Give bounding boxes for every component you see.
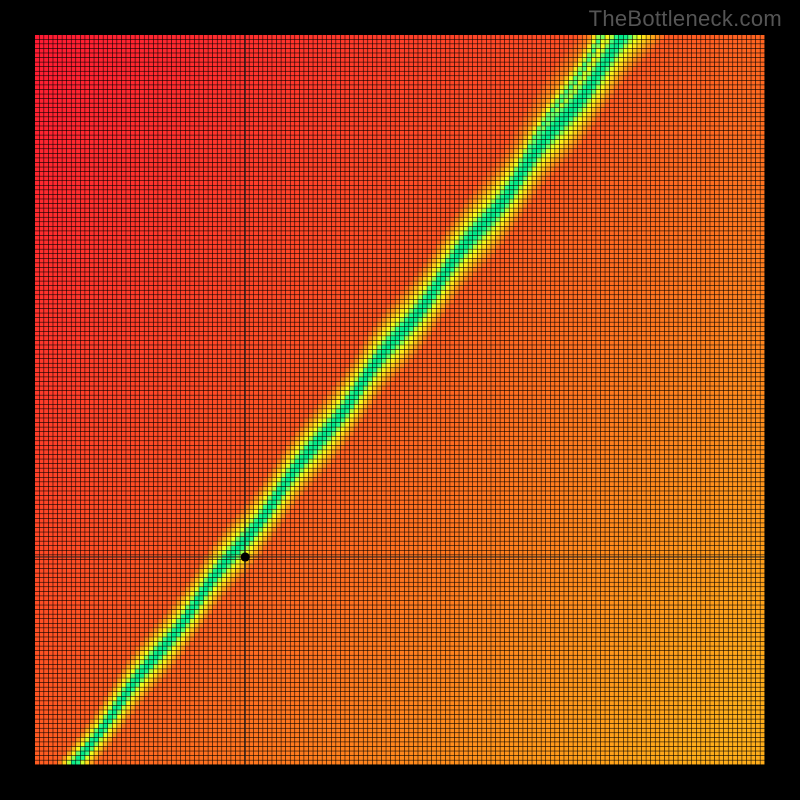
heatmap-canvas <box>0 0 800 800</box>
watermark-text: TheBottleneck.com <box>589 6 782 32</box>
chart-container: TheBottleneck.com <box>0 0 800 800</box>
